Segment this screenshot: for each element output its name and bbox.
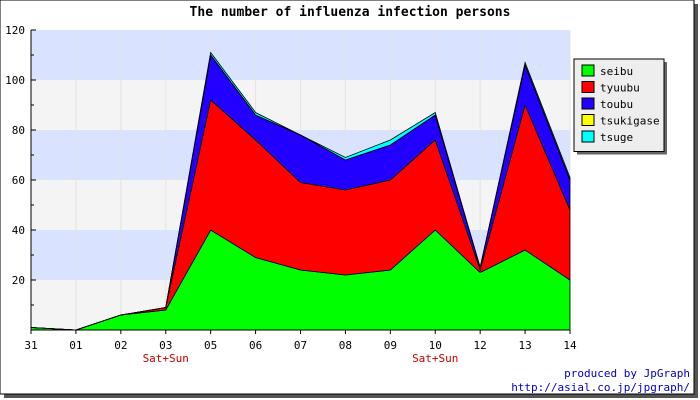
legend-label-tsukigase: tsukigase bbox=[600, 115, 660, 128]
legend-label-tsuge: tsuge bbox=[600, 131, 633, 144]
weekend-note: Sat+Sun bbox=[143, 352, 189, 365]
x-tick-label: 07 bbox=[294, 339, 307, 352]
y-tick-label: 100 bbox=[5, 74, 25, 87]
chart-title: The number of influenza infection person… bbox=[190, 5, 511, 20]
legend-label-tyuubu: tyuubu bbox=[600, 82, 640, 95]
legend-label-seibu: seibu bbox=[600, 65, 633, 78]
legend-label-toubu: toubu bbox=[600, 98, 633, 111]
x-tick-label: 02 bbox=[114, 339, 127, 352]
plot-area: 20 40 60 80 100 120 31 01 02 03 05 06 07 08 09 10 12 13 14… bbox=[5, 24, 577, 365]
x-tick-label: 09 bbox=[384, 339, 397, 352]
y-tick-label: 80 bbox=[12, 124, 25, 137]
x-tick-label: 13 bbox=[518, 339, 531, 352]
x-tick-label: 01 bbox=[69, 339, 82, 352]
x-tick-label: 03 bbox=[159, 339, 172, 352]
y-tick-label: 40 bbox=[12, 224, 25, 237]
y-tick-label: 20 bbox=[12, 274, 25, 287]
x-tick-label: 06 bbox=[249, 339, 262, 352]
credit-line-1: produced by JpGraph bbox=[564, 367, 690, 380]
credit-link[interactable]: http://asial.co.jp/jpgraph/ bbox=[511, 381, 690, 394]
legend-swatch-tsukigase bbox=[581, 114, 595, 126]
series-area-tsuge bbox=[30, 51, 571, 331]
x-tick-label: 10 bbox=[429, 339, 442, 352]
legend-swatch-tyuubu bbox=[581, 81, 595, 93]
legend: seibu tyuubu toubu tsukigase tsuge bbox=[573, 58, 667, 155]
x-tick-label: 05 bbox=[204, 339, 217, 352]
x-tick-label: 14 bbox=[563, 339, 577, 352]
legend-swatch-seibu bbox=[581, 64, 595, 77]
legend-swatch-tsuge bbox=[581, 130, 595, 143]
y-tick-label: 60 bbox=[12, 174, 25, 187]
x-tick-label: 08 bbox=[339, 339, 352, 352]
weekend-note: Sat+Sun bbox=[412, 352, 458, 365]
legend-swatch-toubu bbox=[581, 97, 595, 110]
x-tick-label: 12 bbox=[474, 339, 487, 352]
x-tick-label: 31 bbox=[24, 339, 37, 352]
y-tick-label: 120 bbox=[5, 24, 25, 37]
